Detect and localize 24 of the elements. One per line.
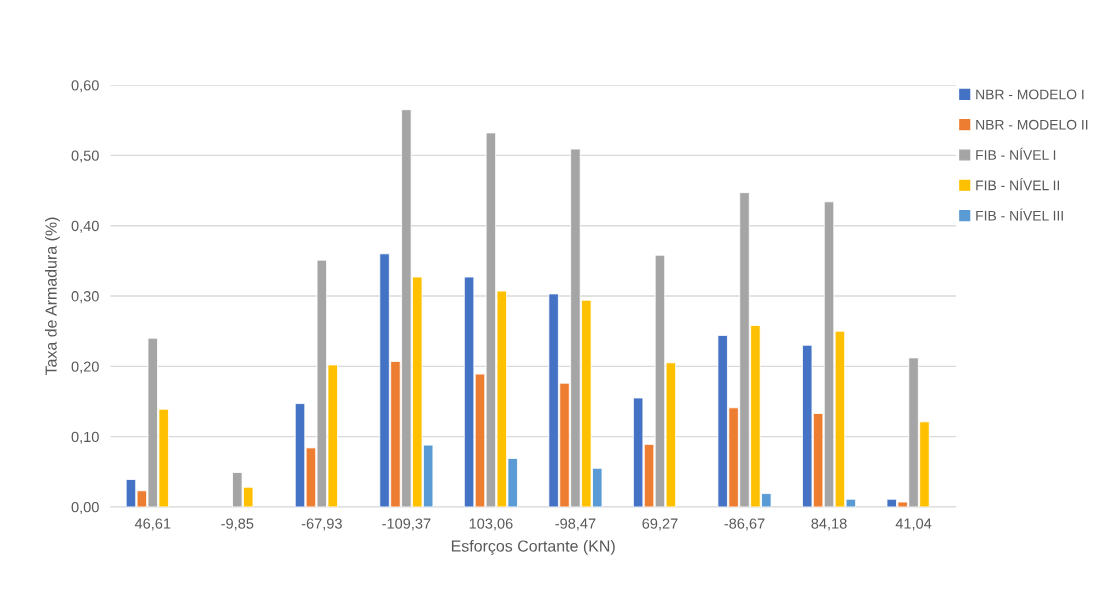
y-tick-label: 0,30 [71,291,99,304]
x-tick-label: 84,18 [811,518,847,531]
x-tick-label: -109,37 [382,518,431,531]
x-tick-label: -9,85 [221,518,254,531]
x-tick-label: -67,93 [301,518,342,531]
y-tick-label: 0,60 [71,80,99,93]
x-axis-title: Esforços Cortante (KN) [451,539,615,555]
x-tick-label: -86,67 [724,518,765,531]
x-tick-label: 103,06 [469,518,513,531]
y-tick-label: 0,10 [71,431,99,444]
legend-label: FIB - NÍVEL II [976,178,1060,191]
y-axis-title: Taxa de Armadura (%) [45,217,60,376]
legend-label: NBR - MODELO II [976,119,1088,130]
legend-label: NBR - MODELO I [976,89,1084,100]
x-tick-label: -98,47 [555,518,596,531]
x-tick-label: 41,04 [895,518,932,531]
y-tick-label: 0,20 [71,361,99,374]
legend-label: FIB - NÍVEL III [976,208,1063,221]
legend-label: FIB - NÍVEL I [976,147,1056,160]
y-tick-label: 0,40 [71,220,99,233]
y-tick-label: 0,50 [71,150,99,163]
x-tick-label: 69,27 [642,518,678,531]
x-tick-label: 46,61 [134,518,171,531]
y-tick-label: 0,00 [71,502,99,515]
